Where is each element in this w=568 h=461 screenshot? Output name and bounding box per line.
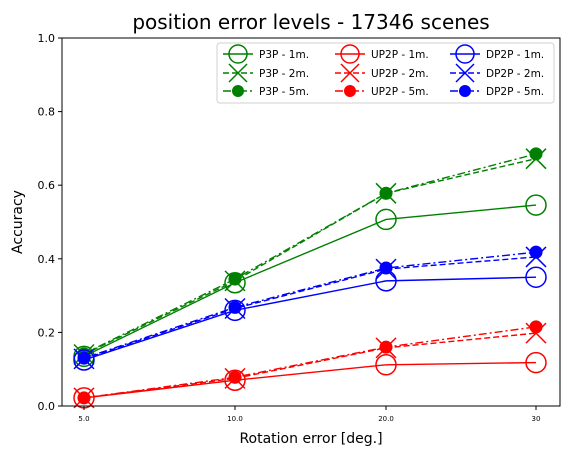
series-4 — [73, 322, 547, 409]
legend-marker-5 — [344, 85, 356, 97]
legend-item-3: UP2P - 1m. — [335, 44, 429, 64]
legend-marker-8 — [459, 85, 471, 97]
series-6 — [73, 266, 547, 371]
series-line-2 — [83, 153, 537, 355]
legend-marker-4-stroke-b — [340, 63, 360, 83]
series-line-8 — [83, 251, 537, 359]
data-point-0-3 — [525, 194, 547, 216]
y-axis-label: Accuracy — [10, 190, 26, 254]
legend-marker-1-stroke-b — [228, 63, 248, 83]
data-point-6-3 — [525, 266, 547, 288]
y-tick-label-5: 1.0 — [38, 32, 56, 45]
series-5 — [77, 320, 543, 405]
data-point-3-3 — [525, 351, 547, 374]
data-point-6-0 — [73, 349, 95, 371]
x-tick-label-3: 30 — [532, 415, 541, 423]
series-line-6 — [83, 276, 537, 361]
series-line-5 — [83, 326, 537, 399]
x-axis-label: Rotation error [deg.] — [239, 431, 382, 447]
legend-item-5: UP2P - 5m. — [335, 85, 429, 98]
legend-label-2: P3P - 5m. — [259, 86, 309, 98]
data-point-5-1 — [228, 370, 242, 384]
data-point-5-3 — [529, 320, 543, 334]
series-1 — [73, 148, 547, 366]
legend-item-7: DP2P - 2m. — [450, 63, 544, 83]
data-point-3-2 — [375, 354, 397, 376]
legend-marker-1 — [228, 63, 248, 83]
legend-label-5: UP2P - 5m. — [371, 86, 429, 98]
x-tick-label-2: 20.0 — [378, 415, 394, 423]
data-point-8-3 — [529, 245, 543, 259]
plot-frame — [61, 37, 561, 407]
data-point-0-2 — [375, 208, 397, 231]
x-tick-label-1: 10.0 — [227, 415, 243, 423]
legend-marker-0 — [228, 44, 248, 64]
data-point-5-2 — [379, 340, 393, 354]
y-tick-label-0: 0.0 — [38, 400, 56, 413]
series-line-1 — [83, 158, 537, 356]
y-tick-label-1: 0.2 — [38, 326, 56, 339]
data-point-8-1 — [228, 300, 242, 314]
series-7 — [73, 246, 547, 370]
legend-label-7: DP2P - 2m. — [486, 68, 544, 80]
legend-item-1: P3P - 2m. — [223, 63, 309, 83]
y-tick-label-4: 0.8 — [38, 106, 56, 119]
series-line-7 — [83, 256, 537, 360]
data-point-2-2 — [379, 186, 393, 200]
legend-label-1: P3P - 2m. — [259, 68, 309, 80]
legend-marker-2 — [232, 85, 244, 97]
legend-item-6: DP2P - 1m. — [450, 44, 544, 64]
data-point-3-1 — [224, 369, 246, 391]
legend-label-6: DP2P - 1m. — [486, 49, 544, 61]
series-line-3 — [83, 361, 537, 399]
legend-item-0: P3P - 1m. — [223, 44, 309, 64]
data-point-5-0 — [77, 391, 91, 405]
series-3 — [73, 351, 547, 409]
series-line-0 — [83, 204, 537, 357]
legend-label-3: UP2P - 1m. — [371, 49, 429, 61]
y-tick-label-2: 0.4 — [38, 253, 56, 266]
chart-title: position error levels - 17346 scenes — [132, 10, 489, 34]
x-tick-label-0: 5.0 — [78, 415, 89, 423]
data-point-2-1 — [228, 272, 242, 286]
legend-label-4: UP2P - 2m. — [371, 68, 429, 80]
legend-marker-4 — [340, 63, 360, 83]
legend-marker-7 — [455, 63, 475, 83]
y-tick-label-3: 0.6 — [38, 179, 56, 192]
legend-marker-3 — [340, 44, 360, 64]
legend-marker-7-stroke-b — [455, 63, 475, 83]
series-8 — [77, 245, 543, 365]
legend-item-8: DP2P - 5m. — [450, 85, 544, 98]
legend-item-2: P3P - 5m. — [223, 85, 309, 98]
data-point-2-3 — [529, 147, 543, 161]
data-point-8-2 — [379, 261, 393, 275]
legend-label-8: DP2P - 5m. — [486, 86, 544, 98]
data-point-8-0 — [77, 351, 91, 365]
series-2 — [77, 147, 543, 361]
legend-label-0: P3P - 1m. — [259, 49, 309, 61]
legend-item-4: UP2P - 2m. — [335, 63, 429, 83]
legend-marker-6 — [455, 44, 475, 64]
